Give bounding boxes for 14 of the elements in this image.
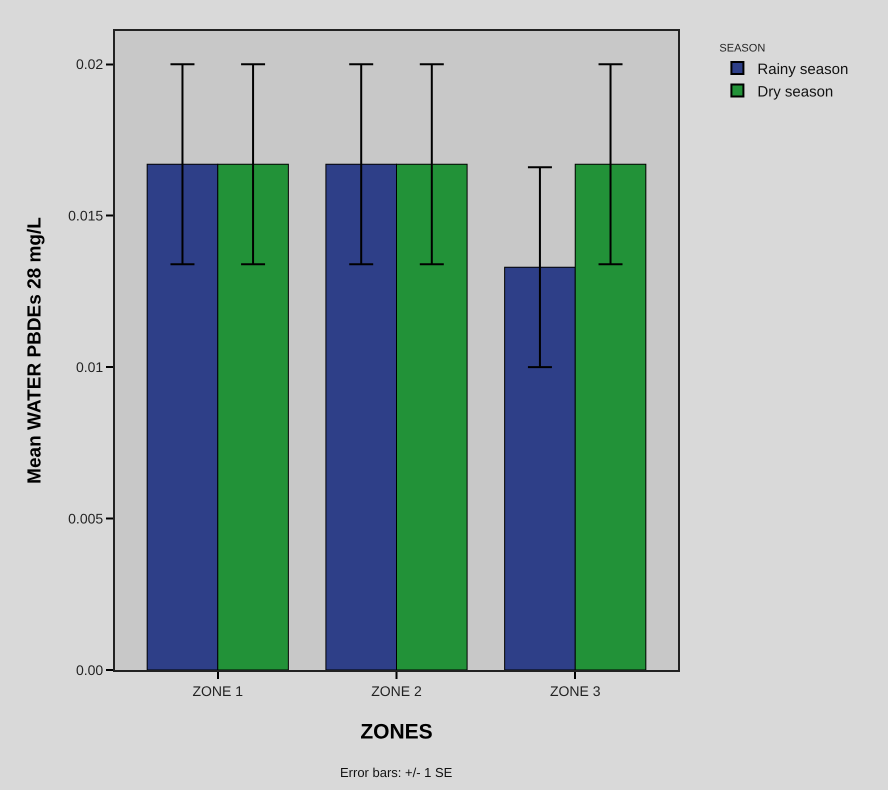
y-tick-label: 0.02 [76, 56, 104, 72]
text: Error bars: +/- 1 SE [340, 765, 453, 780]
legend-label: Dry season [757, 83, 834, 100]
x-tick-label: ZONE 3 [550, 682, 601, 699]
y-tick-label: 0.01 [76, 359, 104, 376]
y-axis-title: Mean WATER PBDEs 28 mg/L [24, 216, 46, 484]
y-tick-label: 0.005 [68, 510, 104, 526]
x-tick-label: ZONE 2 [371, 682, 422, 699]
x-tick-label: ZONE 1 [192, 682, 244, 699]
legend-title: SEASON [719, 42, 766, 55]
x-axis-title: ZONES [360, 720, 433, 744]
legend-label: Rainy season [757, 60, 848, 78]
y-tick-label: 0.00 [76, 662, 104, 678]
y-tick-label: 0.015 [68, 208, 104, 224]
